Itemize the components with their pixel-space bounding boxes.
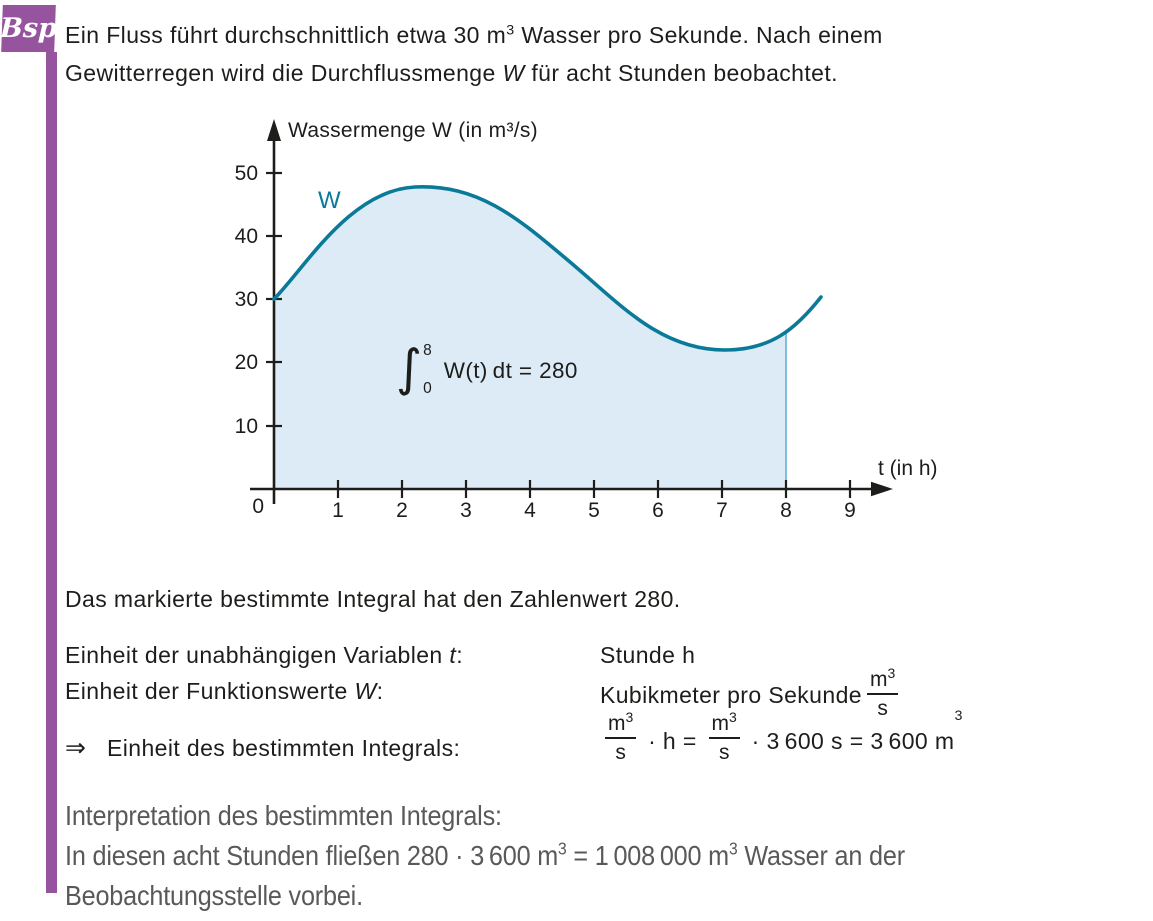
interpretation-line: Beobachtungsstelle vorbei. (65, 880, 363, 911)
x-tick-label: 8 (780, 499, 792, 522)
flow-curve (272, 185, 823, 352)
integral-limits: 8 0 (423, 341, 432, 400)
x-tick-label: 3 (460, 499, 472, 522)
integral-annotation: ∫ 8 0 W(t) dt = 280 (396, 341, 578, 400)
chart-canvas: Wassermenge W (in m³/s) W t (in h) 0 1 2… (235, 119, 938, 522)
intro-line-1: Ein Fluss führt durchschnittlich etwa 30… (65, 22, 883, 48)
m3-per-s-fraction: m3 s (605, 710, 637, 763)
curve-label: W (318, 187, 341, 214)
unit-row2-value: Kubikmeter pro Sekunde m3 s (600, 666, 903, 722)
unit-row1-value: Stunde h (600, 642, 696, 668)
implies-arrow-icon: ⇒ (65, 734, 87, 762)
superscript-3: 3 (506, 22, 515, 39)
origin-label: 0 (252, 495, 264, 518)
example-badge: Bsp (0, 5, 57, 52)
variable-t: t (449, 642, 457, 668)
m3-per-s-fraction: m3 s (866, 666, 899, 719)
integral-upper-limit: 8 (423, 342, 432, 359)
unit-row1-label: Einheit der unabhängigen Variablen t: (65, 642, 464, 668)
variable-w: W (502, 60, 525, 86)
integral-expression: W(t) dt = 280 (443, 357, 578, 383)
superscript-3: 3 (558, 838, 567, 859)
interpretation-block: Interpretation des bestimmten Integrals:… (65, 796, 998, 916)
variable-w: W (354, 678, 377, 704)
x-tick-label: 9 (844, 499, 856, 522)
shaded-integral-area (274, 186, 786, 488)
superscript-3: 3 (728, 838, 738, 859)
unit-row3-label: ⇒ Einheit des bestimmten Integrals: (65, 729, 460, 767)
y-axis-arrowhead-icon (267, 119, 281, 141)
integral-sign-icon: ∫ (396, 339, 423, 397)
chart-title: Wassermenge W (in m³/s) (288, 119, 538, 142)
x-tick-label: 1 (332, 499, 344, 522)
y-tick-label: 30 (235, 288, 258, 311)
interpretation-heading: Interpretation des bestimmten Integrals: (65, 800, 502, 831)
interpretation-line: In diesen acht Stunden fließen 280 · 3 6… (65, 838, 905, 871)
x-tick-label: 4 (524, 499, 536, 522)
integral-value-statement: Das markierte bestimmte Integral hat den… (65, 586, 681, 612)
unit-row2-label: Einheit der Funktionswerte W: (65, 678, 384, 704)
x-axis-arrowhead-icon (871, 481, 893, 497)
x-tick-label: 5 (588, 499, 600, 522)
x-axis-label: t (in h) (878, 457, 938, 480)
m3-per-s-fraction: m3 s (708, 710, 740, 763)
y-tick-label: 10 (235, 415, 258, 438)
y-tick-label: 50 (235, 162, 258, 185)
example-margin-rule (46, 52, 57, 893)
intro-paragraph: Ein Fluss führt durchschnittlich etwa 30… (65, 16, 1085, 92)
flow-rate-chart: Wassermenge W (in m³/s) W t (in h) 0 1 2… (230, 110, 975, 540)
intro-line-2: Gewitterregen wird die Durchflussmenge W… (65, 60, 838, 86)
y-tick-label: 40 (235, 225, 258, 248)
x-tick-label: 6 (652, 499, 664, 522)
integral-lower-limit: 0 (423, 380, 432, 397)
x-tick-label: 2 (396, 499, 408, 522)
y-tick-label: 20 (235, 351, 258, 374)
x-tick-label: 7 (716, 499, 728, 522)
